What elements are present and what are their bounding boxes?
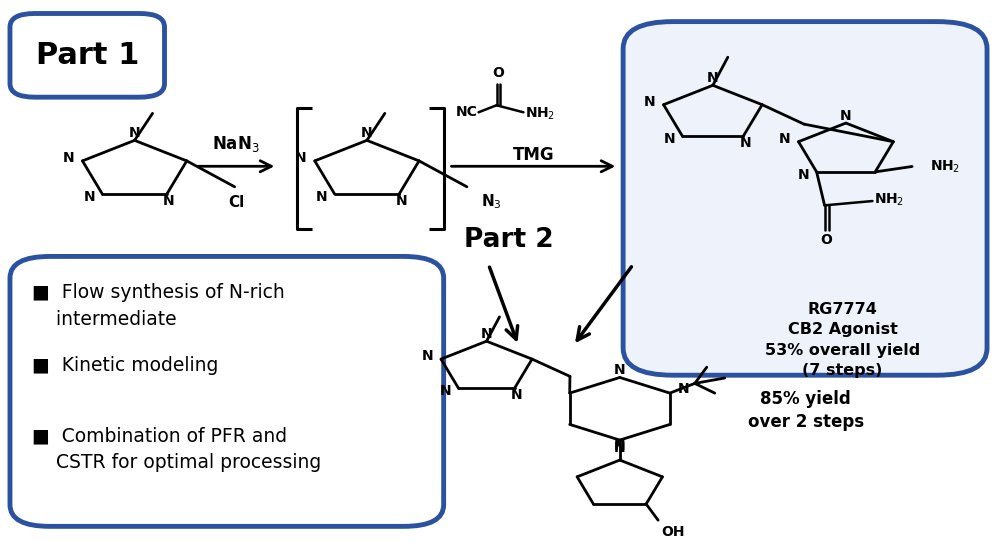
Text: N: N [295, 151, 307, 165]
Text: Part 1: Part 1 [36, 41, 140, 70]
Text: N: N [440, 384, 452, 398]
Text: N: N [129, 126, 141, 140]
Text: N: N [614, 363, 625, 377]
Text: N: N [316, 190, 328, 204]
Text: TMG: TMG [512, 146, 554, 164]
Text: N: N [163, 194, 174, 208]
Text: N: N [678, 382, 690, 396]
FancyBboxPatch shape [623, 22, 987, 375]
Text: NaN$_3$: NaN$_3$ [212, 134, 260, 154]
Text: Cl: Cl [228, 195, 244, 210]
FancyBboxPatch shape [10, 14, 165, 97]
Text: OH: OH [661, 525, 685, 539]
Text: ■  Combination of PFR and
    CSTR for optimal processing: ■ Combination of PFR and CSTR for optima… [32, 427, 321, 472]
Text: N: N [395, 194, 407, 208]
Text: N: N [707, 72, 719, 85]
FancyBboxPatch shape [10, 256, 444, 526]
Text: N: N [664, 132, 675, 146]
Text: N: N [510, 388, 522, 402]
Text: 85% yield
over 2 steps: 85% yield over 2 steps [748, 390, 863, 431]
Text: N: N [614, 439, 625, 453]
Text: N: N [779, 132, 791, 146]
Text: Part 2: Part 2 [464, 227, 553, 253]
Text: N: N [481, 327, 493, 341]
Text: N: N [614, 441, 625, 455]
Text: RG7774
CB2 Agonist
53% overall yield
(7 steps): RG7774 CB2 Agonist 53% overall yield (7 … [765, 302, 920, 378]
Text: NH$_2$: NH$_2$ [874, 192, 904, 208]
Text: N: N [361, 126, 373, 140]
Text: NH$_2$: NH$_2$ [930, 158, 960, 175]
Text: O: O [493, 66, 504, 80]
Text: N: N [740, 136, 751, 150]
Text: N: N [422, 350, 433, 363]
Text: NH$_2$: NH$_2$ [525, 105, 555, 121]
Text: ■  Kinetic modeling: ■ Kinetic modeling [32, 356, 218, 375]
Text: N: N [840, 109, 851, 123]
Text: N: N [84, 190, 96, 204]
Text: O: O [821, 234, 832, 248]
Text: N$_3$: N$_3$ [481, 192, 501, 211]
Text: ■  Flow synthesis of N-rich
    intermediate: ■ Flow synthesis of N-rich intermediate [32, 283, 285, 329]
Text: N: N [644, 95, 655, 109]
Text: NC: NC [456, 105, 478, 119]
Text: N: N [63, 151, 75, 165]
Text: N: N [798, 168, 810, 182]
